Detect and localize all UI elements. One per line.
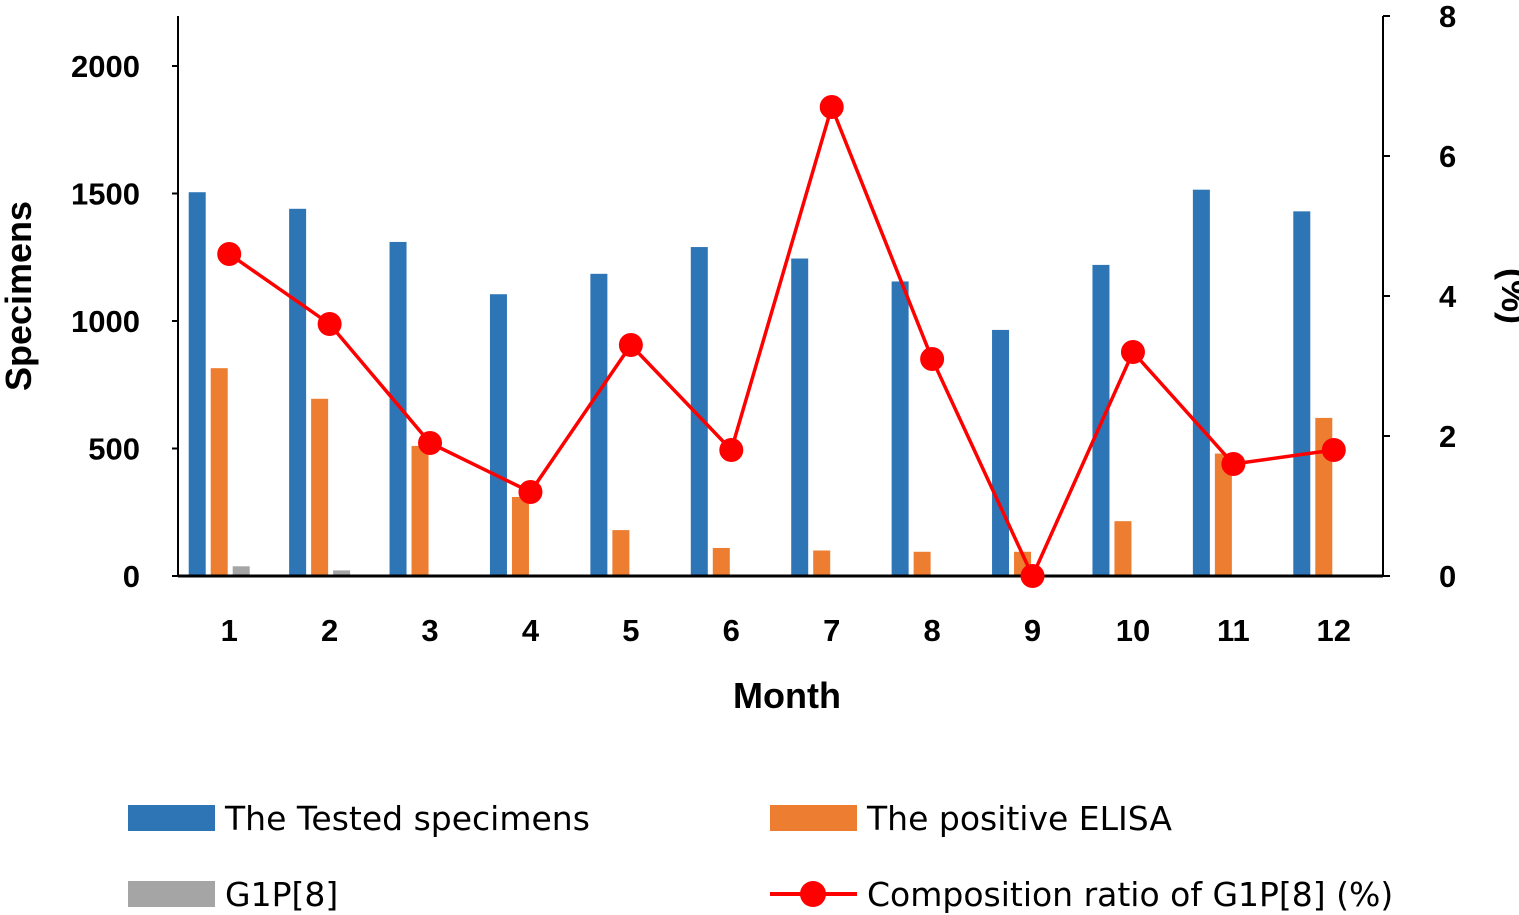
bar-the-positive-elisa-5 [612, 530, 630, 576]
legend: The Tested specimens The positive ELISA G1… [128, 799, 1393, 914]
legend-item-the-tested-specimens: The Tested specimens [128, 799, 590, 838]
line-series [217, 95, 1346, 588]
bar-the-positive-elisa-6 [712, 547, 730, 576]
y-axis-title: Specimens [0, 201, 39, 391]
bar-g1p-8--2 [333, 570, 351, 576]
composition-ratio-line [228, 101, 1335, 581]
bar-the-positive-elisa-2 [311, 398, 329, 576]
legend-swatch [770, 805, 857, 831]
composition-ratio-point-2 [317, 312, 342, 336]
legend-swatch [128, 805, 215, 831]
legend-label: Composition ratio of G1P[8] (%) [867, 875, 1393, 914]
composition-ratio-point-12 [1321, 438, 1346, 462]
legend-label: G1P[8] [225, 875, 338, 914]
y-tick-label: 1000 [71, 304, 140, 339]
y2-axis-title: (%) [1494, 268, 1519, 324]
y2-tick-label: 0 [1439, 559, 1456, 594]
x-tick-label: 12 [1317, 613, 1351, 648]
y-tick-label: 1500 [71, 177, 140, 212]
x-tick-label: 7 [823, 613, 840, 648]
bar-the-tested-specimens-12 [1293, 211, 1311, 576]
bar-the-tested-specimens-1 [188, 192, 206, 576]
y-axis-right-ticks: 0 2 4 6 8 [1383, 0, 1457, 594]
composition-ratio-point-6 [719, 438, 744, 462]
y-tick-label: 2000 [71, 49, 140, 84]
composition-ratio-point-10 [1120, 340, 1145, 364]
bar-the-positive-elisa-11 [1214, 453, 1232, 576]
legend-swatch [128, 881, 215, 907]
x-tick-label: 4 [522, 613, 540, 648]
bar-the-positive-elisa-3 [411, 445, 429, 576]
bar-the-tested-specimens-11 [1192, 189, 1210, 577]
bar-the-tested-specimens-3 [389, 241, 407, 576]
legend-swatch-marker [800, 881, 826, 907]
x-axis-title: Month [733, 675, 841, 716]
legend-label: The Tested specimens [224, 799, 590, 838]
x-tick-label: 1 [221, 613, 238, 648]
composition-ratio-point-3 [418, 431, 443, 455]
composition-ratio-point-5 [618, 333, 643, 357]
bar-the-tested-specimens-9 [992, 329, 1010, 576]
bar-the-tested-specimens-5 [590, 273, 608, 576]
composition-ratio-point-9 [1020, 564, 1045, 588]
x-axis-ticks: 1 2 3 4 5 6 7 8 9 10 11 12 [221, 613, 1351, 648]
y2-tick-label: 6 [1439, 139, 1456, 174]
bar-the-positive-elisa-10 [1114, 521, 1132, 576]
bar-the-tested-specimens-7 [791, 258, 809, 576]
composition-ratio-point-4 [518, 480, 543, 504]
x-tick-label: 9 [1024, 613, 1041, 648]
bar-the-tested-specimens-2 [289, 208, 307, 577]
legend-label: The positive ELISA [866, 799, 1172, 838]
y-axis-left-ticks: 0 500 1000 1500 2000 [71, 49, 178, 594]
legend-item-composition-ratio-of-g1p-8: Composition ratio of G1P[8] (%) [770, 875, 1393, 914]
y2-tick-label: 8 [1439, 0, 1456, 34]
axes-lines [177, 16, 1384, 578]
bar-the-tested-specimens-4 [489, 294, 507, 576]
bar-the-tested-specimens-8 [891, 281, 909, 576]
bar-g1p-8--1 [232, 566, 250, 576]
bar-the-positive-elisa-4 [511, 496, 529, 576]
bar-marks [188, 189, 1355, 577]
bar-the-tested-specimens-6 [690, 247, 708, 577]
composition-ratio-point-11 [1221, 452, 1246, 476]
bar-the-positive-elisa-7 [813, 550, 831, 576]
y2-tick-label: 4 [1439, 279, 1457, 314]
x-tick-label: 10 [1116, 613, 1150, 648]
composition-ratio-point-7 [819, 95, 844, 119]
bar-the-positive-elisa-1 [210, 368, 228, 576]
x-tick-label: 3 [421, 613, 438, 648]
composition-ratio-point-8 [920, 347, 945, 371]
legend-item-g1p-8: G1P[8] [128, 875, 338, 914]
x-tick-label: 2 [321, 613, 338, 648]
y2-tick-label: 2 [1439, 419, 1456, 454]
x-tick-label: 6 [723, 613, 740, 648]
y-tick-label: 500 [88, 432, 140, 467]
x-tick-label: 8 [924, 613, 941, 648]
legend-item-the-positive-elisa: The positive ELISA [770, 799, 1172, 838]
x-tick-label: 11 [1217, 613, 1250, 648]
bar-the-positive-elisa-8 [913, 551, 931, 576]
y-tick-label: 0 [123, 559, 140, 594]
x-tick-label: 5 [622, 613, 639, 648]
composition-ratio-point-1 [217, 242, 242, 266]
